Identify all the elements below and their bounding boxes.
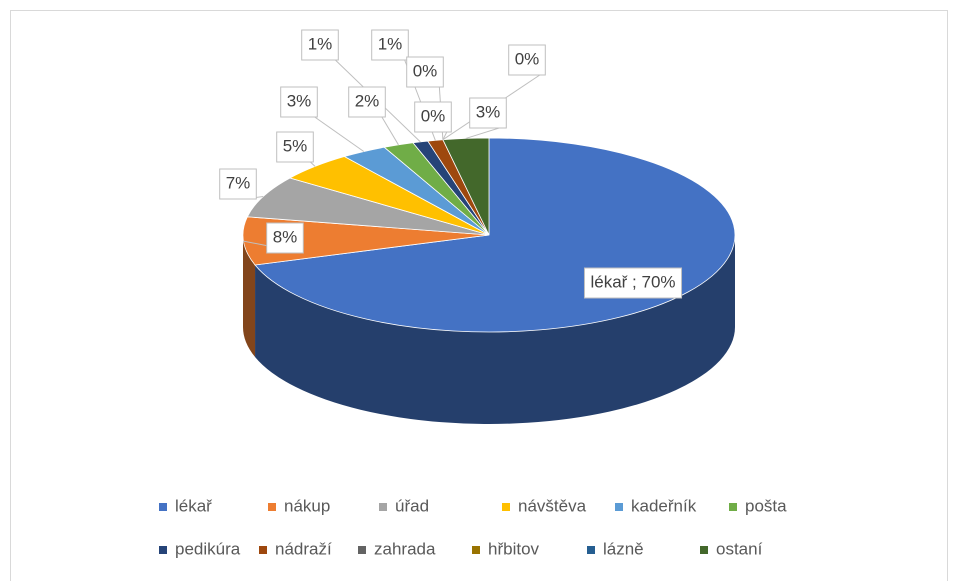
label-box (276, 131, 314, 163)
data-label: 1% (308, 34, 333, 53)
leader-line (380, 115, 399, 146)
data-label: 3% (287, 91, 312, 110)
legend-label: nádraží (275, 539, 332, 558)
label-box (583, 267, 683, 299)
legend-label: nákup (284, 496, 330, 515)
data-label: lékař ; 70% (590, 272, 675, 291)
data-label: 3% (476, 102, 501, 121)
label-box (348, 86, 386, 118)
leader-line (313, 115, 365, 152)
legend-label: pedikúra (175, 539, 241, 558)
legend-marker (700, 546, 708, 554)
legend-marker (358, 546, 366, 554)
legend-label: kadeřník (631, 496, 697, 515)
legend-marker (268, 503, 276, 511)
legend-label: zahrada (374, 539, 436, 558)
legend-label: pošta (745, 496, 787, 515)
label-box (406, 56, 444, 88)
pie-slice (246, 177, 490, 236)
legend-marker (379, 503, 387, 511)
legend-label: ostaní (716, 539, 763, 558)
data-label: 0% (413, 61, 438, 80)
label-box (371, 29, 409, 61)
data-label: 7% (226, 173, 251, 192)
legend-marker (159, 546, 167, 554)
legend-marker (615, 503, 623, 511)
legend-marker (502, 503, 510, 511)
data-label: 2% (355, 91, 380, 110)
label-box (414, 101, 452, 133)
legend-marker (259, 546, 267, 554)
data-label: 0% (515, 49, 540, 68)
data-label: 0% (421, 106, 446, 125)
pie-side (255, 235, 735, 424)
label-box (301, 29, 339, 61)
legend-marker (472, 546, 480, 554)
leader-line (465, 126, 503, 139)
data-label: 8% (273, 227, 298, 246)
legend-label: návštěva (518, 496, 587, 515)
label-box (266, 222, 304, 254)
legend-marker (729, 503, 737, 511)
pie-slice (242, 216, 490, 266)
legend-label: lékař (175, 496, 212, 515)
data-label: 1% (378, 34, 403, 53)
pie-side (243, 235, 256, 357)
legend-marker (587, 546, 595, 554)
data-label: 5% (283, 136, 308, 155)
label-box (508, 44, 546, 76)
legend-label: úřad (395, 496, 429, 515)
legend-label: lázně (603, 539, 644, 558)
legend-marker (159, 503, 167, 511)
label-box (219, 168, 257, 200)
label-box (469, 97, 507, 129)
label-box (280, 86, 318, 118)
legend-label: hřbitov (488, 539, 540, 558)
